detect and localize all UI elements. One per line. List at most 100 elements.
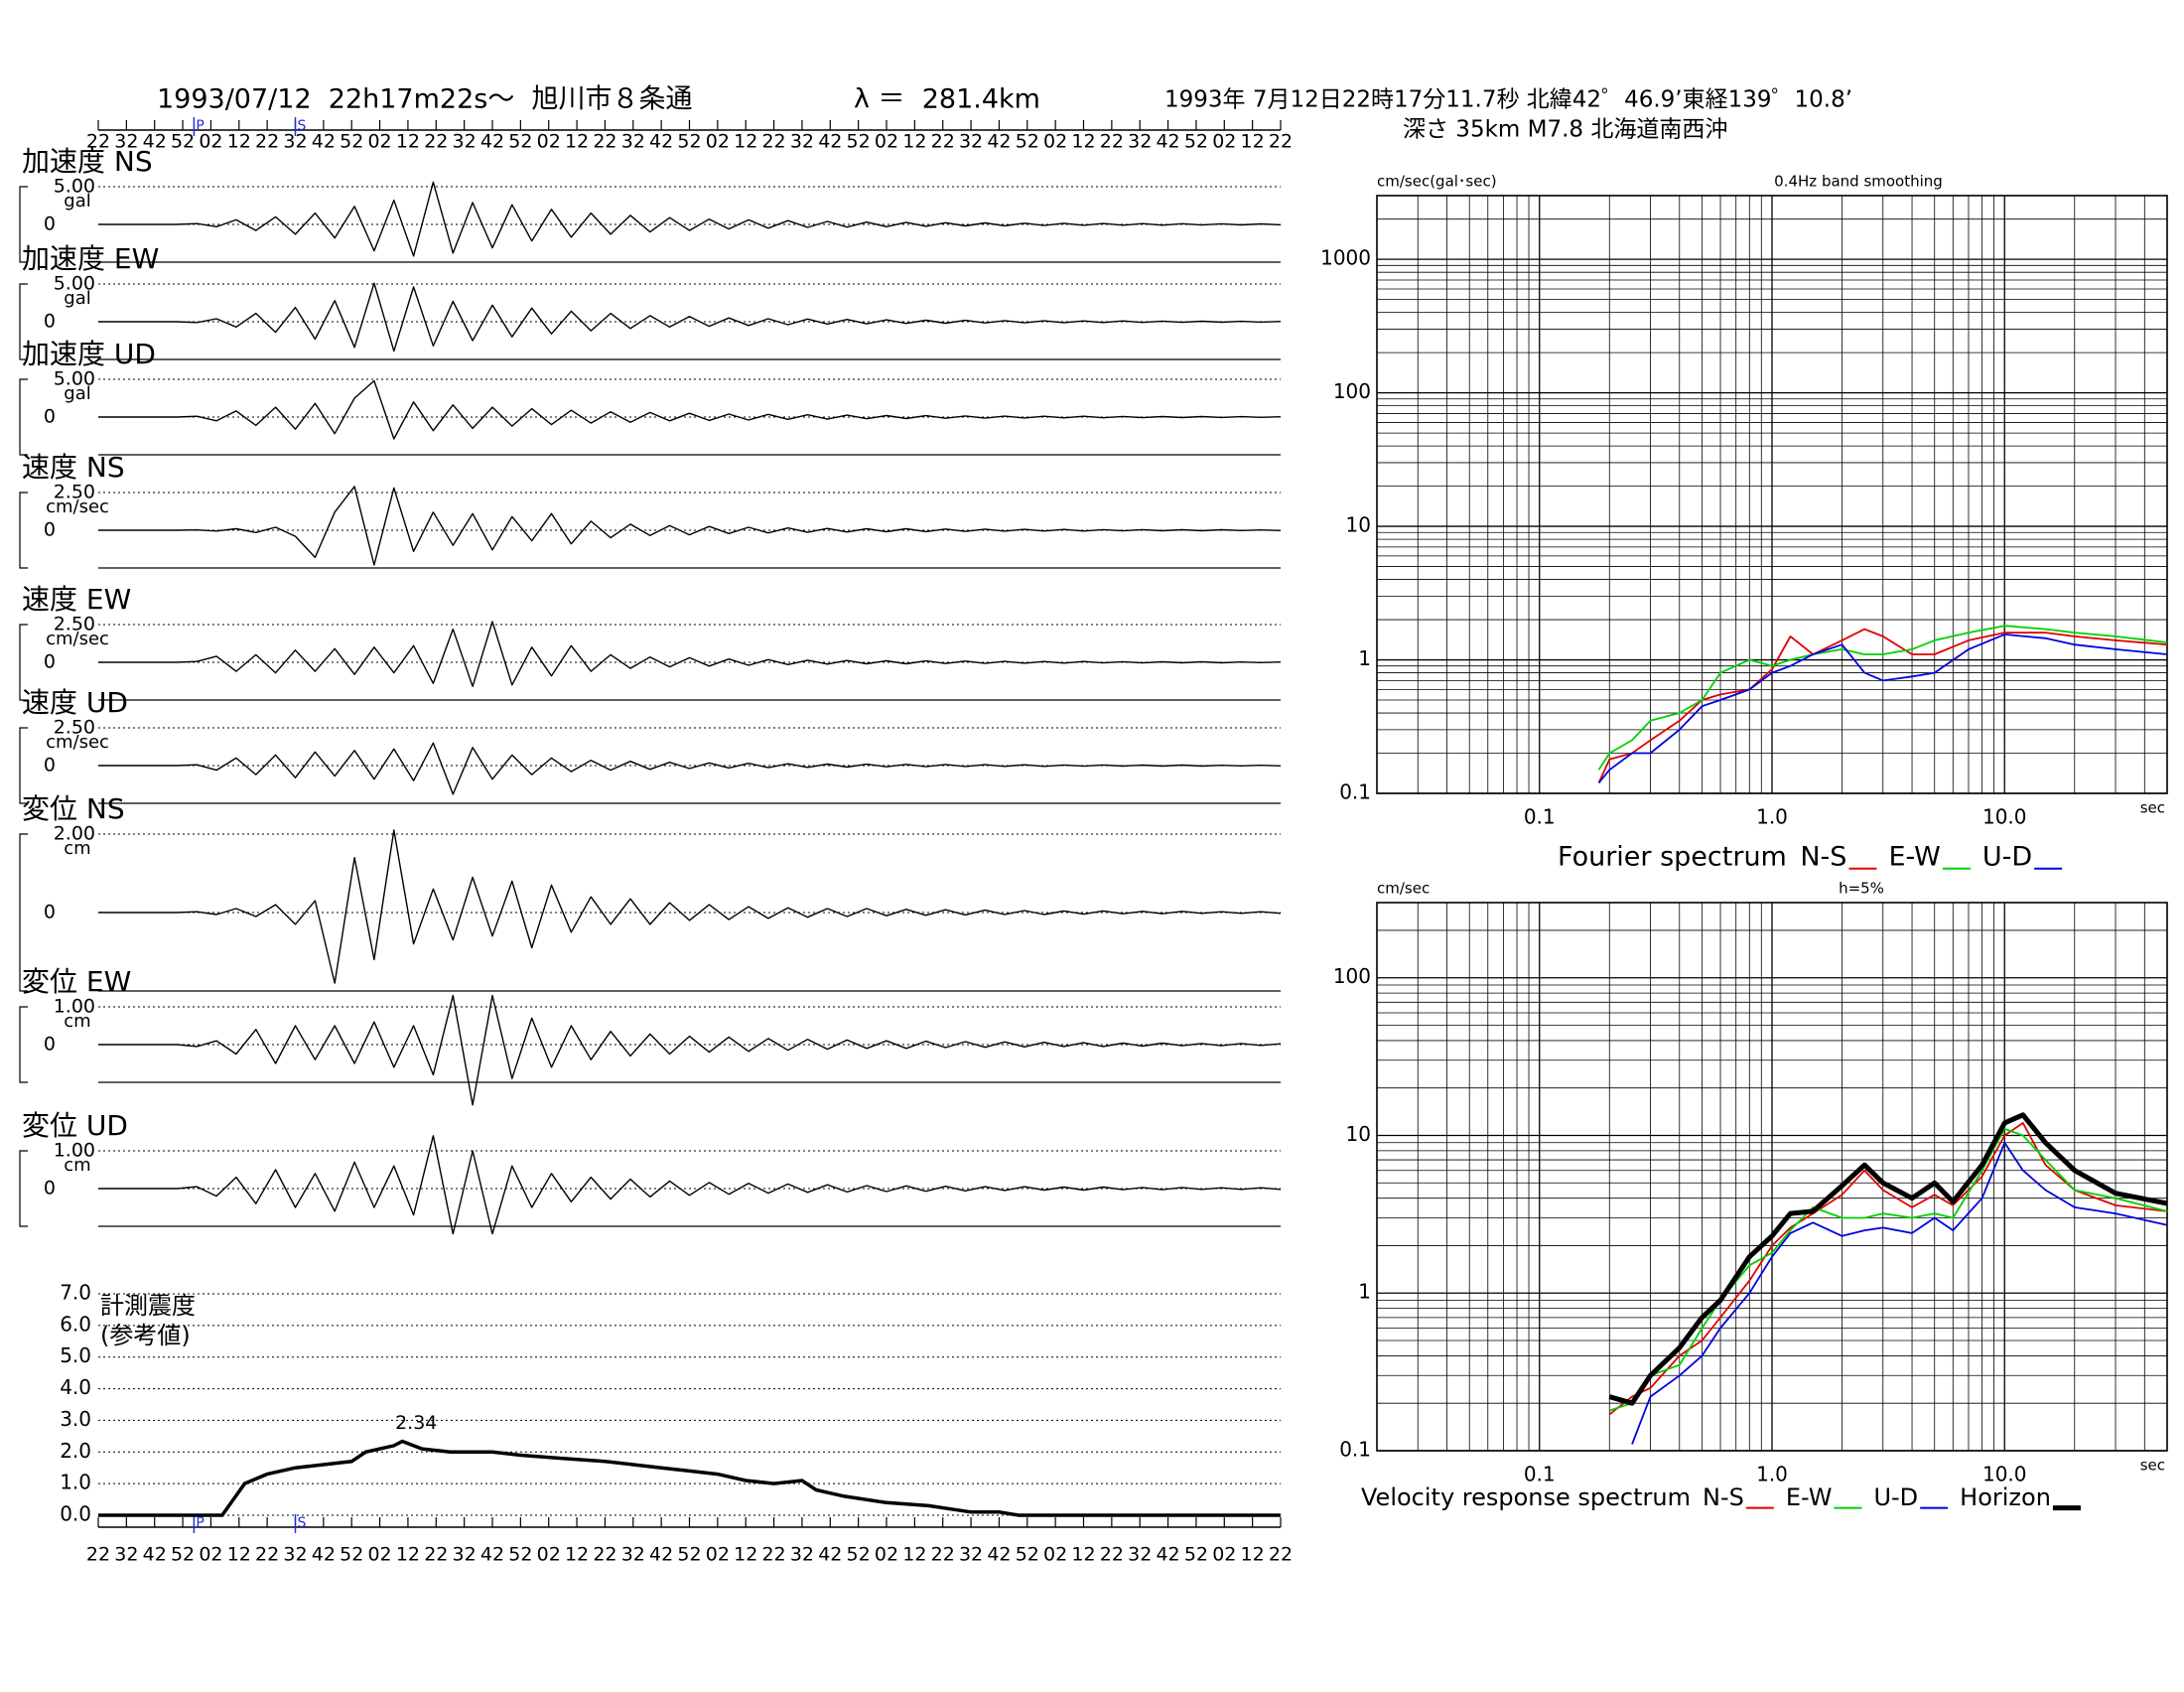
y-tick-label: 2.50 — [54, 482, 95, 503]
x-tick-label: 12 — [396, 131, 420, 153]
x-tick-label: 52 — [847, 131, 871, 153]
panel-title: 速度 UD — [22, 686, 128, 719]
y-tick-label: 1.00 — [54, 1140, 95, 1162]
y-tick-label: 1 — [1358, 646, 1371, 670]
y-tick-label: 2.50 — [54, 614, 95, 635]
panel-bracket — [19, 624, 28, 701]
x-tick-label: 12 — [396, 1544, 420, 1566]
y-tick-label: 7.0 — [60, 1281, 91, 1305]
x-tick-label: 22 — [86, 1544, 110, 1566]
panel-bracket — [19, 833, 28, 992]
panel-title: 加速度 UD — [22, 338, 156, 370]
chart-title: 計測震度 — [100, 1292, 196, 1320]
x-tick-label: 0.1 — [1524, 805, 1556, 829]
y-tick-label: 10 — [1346, 1122, 1371, 1146]
x-tick-label: 52 — [171, 131, 195, 153]
panel-title: 加速度 EW — [22, 242, 159, 275]
x-tick-label: 22 — [424, 1544, 448, 1566]
x-tick-label: 02 — [199, 131, 222, 153]
x-tick-label: 22 — [761, 131, 785, 153]
x-tick-label: 02 — [1212, 1544, 1236, 1566]
x-tick-label: 42 — [312, 1544, 336, 1566]
unit-label: gal — [64, 383, 90, 404]
unit-label: cm — [64, 838, 90, 859]
x-tick-label: 10.0 — [1982, 805, 2027, 829]
x-unit: sec — [2140, 799, 2165, 817]
x-tick-label: 42 — [312, 131, 336, 153]
x-tick-label: 02 — [537, 1544, 561, 1566]
y-tick-label: 100 — [1333, 379, 1371, 403]
x-tick-label: 02 — [1043, 1544, 1067, 1566]
waveform-trace — [98, 181, 1282, 257]
x-tick-label: 02 — [367, 1544, 391, 1566]
x-tick-label: 52 — [508, 131, 532, 153]
y-tick-label: 0.1 — [1339, 1438, 1371, 1462]
x-tick-label: 02 — [706, 131, 730, 153]
x-tick-label: 22 — [1269, 1544, 1293, 1566]
x-tick-label: 02 — [706, 1544, 730, 1566]
legend-label: N-S — [1800, 842, 1846, 873]
y-tick-label: 1.00 — [54, 996, 95, 1018]
legend-label: U-D — [1982, 842, 2032, 873]
waveform-trace — [98, 486, 1282, 566]
x-tick-label: 1.0 — [1756, 1463, 1788, 1486]
unit-label: cm/sec — [46, 629, 109, 649]
series-line — [1608, 1112, 2168, 1406]
unit-label: cm/sec — [46, 496, 109, 517]
chart-subtitle: (参考値) — [100, 1322, 191, 1349]
x-tick-label: 42 — [818, 1544, 842, 1566]
panel-bracket — [19, 283, 28, 360]
y-tick-label: 0 — [44, 406, 56, 428]
legend-label: U-D — [1873, 1483, 1918, 1511]
waveform-trace — [98, 829, 1282, 984]
x-tick-label: 32 — [790, 1544, 814, 1566]
unit-label: cm — [64, 1155, 90, 1176]
series-line — [1597, 634, 2168, 783]
event-title: 1993/07/12 22h17m22s〜 旭川市８条通 — [157, 84, 693, 115]
x-tick-label: 52 — [677, 1544, 701, 1566]
x-tick-label: 12 — [734, 1544, 757, 1566]
y-tick-label: 0 — [44, 755, 56, 776]
y-tick-label: 0 — [44, 1034, 56, 1056]
chart-note: h=5% — [1839, 880, 1884, 898]
x-tick-label: 12 — [227, 131, 251, 153]
y-unit: cm/sec(gal･sec) — [1377, 173, 1497, 191]
y-tick-label: 0.1 — [1339, 780, 1371, 804]
x-tick-label: 32 — [114, 131, 138, 153]
panel-title: 変位 NS — [22, 792, 125, 825]
y-tick-label: 5.00 — [54, 368, 95, 390]
x-tick-label: 52 — [340, 1544, 363, 1566]
x-tick-label: 42 — [1156, 1544, 1179, 1566]
phase-label: S — [298, 1515, 307, 1531]
panel-title: 速度 NS — [22, 451, 125, 484]
x-tick-label: 52 — [847, 1544, 871, 1566]
intensity-line — [98, 1439, 1281, 1517]
x-tick-label: 12 — [734, 131, 757, 153]
legend-label: N-S — [1703, 1483, 1744, 1511]
x-tick-label: 42 — [143, 1544, 167, 1566]
x-tick-label: 22 — [86, 131, 110, 153]
x-tick-label: 02 — [1212, 131, 1236, 153]
x-tick-label: 32 — [453, 131, 477, 153]
x-tick-label: 12 — [565, 1544, 589, 1566]
x-tick-label: 32 — [790, 131, 814, 153]
panel-bracket — [19, 727, 28, 804]
x-tick-label: 12 — [227, 1544, 251, 1566]
y-tick-label: 3.0 — [60, 1407, 91, 1431]
x-tick-label: 42 — [1156, 131, 1179, 153]
x-tick-label: 12 — [565, 131, 589, 153]
plot-frame — [1376, 902, 2168, 1452]
x-tick-label: 52 — [171, 1544, 195, 1566]
x-tick-label: 32 — [283, 1544, 307, 1566]
chart-title: Fourier spectrum — [1558, 842, 1787, 873]
x-tick-label: 1.0 — [1756, 805, 1788, 829]
x-tick-label: 02 — [367, 131, 391, 153]
panel-bracket — [19, 1006, 28, 1083]
waveform-trace — [98, 742, 1282, 795]
x-tick-label: 32 — [1128, 1544, 1152, 1566]
x-tick-label: 52 — [340, 131, 363, 153]
legend-label: E-W — [1888, 842, 1940, 873]
x-tick-label: 52 — [1184, 1544, 1208, 1566]
series-line — [1597, 628, 2168, 783]
